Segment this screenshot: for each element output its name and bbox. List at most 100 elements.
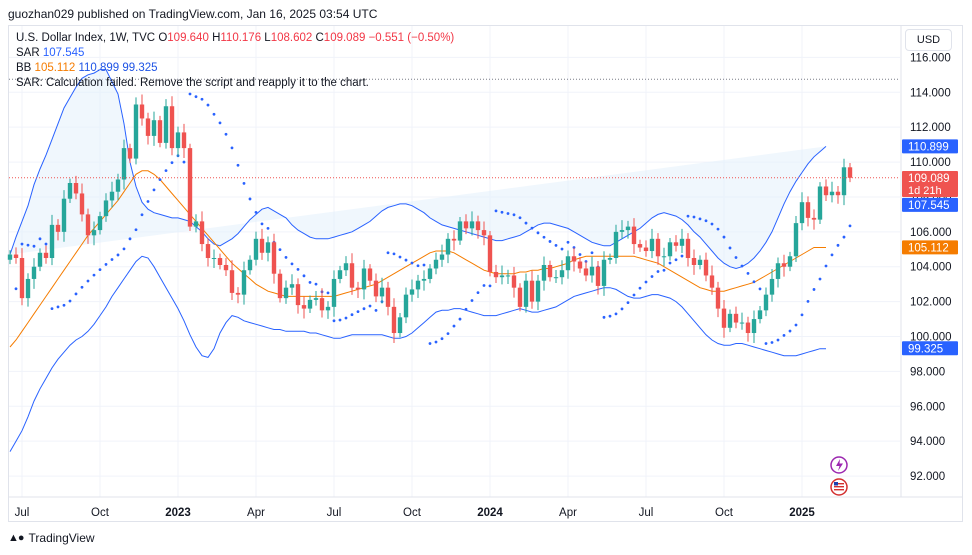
sar-dot: [104, 263, 108, 266]
sar-dot: [530, 226, 534, 230]
sar-dot: [146, 200, 150, 203]
candle-body: [451, 238, 457, 241]
lightning-icon: [836, 459, 843, 471]
candle-body: [439, 254, 445, 260]
sar-dot: [806, 299, 810, 303]
candle-body: [199, 221, 205, 245]
candle-body: [811, 217, 817, 220]
candle-body: [55, 224, 61, 232]
candle-body: [175, 132, 181, 149]
candle-body: [103, 200, 109, 217]
y-tick-label: 100.000: [910, 332, 952, 344]
grid-lines: [9, 26, 962, 498]
sar-dot: [164, 169, 168, 173]
candle-body: [847, 167, 853, 178]
sar-dot: [566, 240, 570, 244]
bb-row[interactable]: BB 105.112 110.899 99.325: [16, 61, 454, 76]
high-value: 110.176: [220, 32, 262, 44]
close-value: 109.089: [323, 32, 366, 44]
y-tick-label: 112.000: [910, 122, 951, 134]
candle-body: [427, 268, 433, 279]
sar-dot: [770, 341, 774, 344]
sar-dot: [284, 255, 288, 259]
sar-dot: [308, 280, 312, 284]
candle-body: [553, 277, 559, 279]
sar-dot: [194, 95, 198, 99]
candle-body: [763, 294, 769, 311]
candle-body: [265, 242, 271, 253]
candle-body: [535, 280, 541, 302]
candle-body: [571, 256, 577, 262]
candle-body: [817, 186, 823, 220]
last_close-countdown-text: 1d 21h: [908, 185, 942, 197]
candle-body: [769, 278, 775, 295]
sar-dot: [374, 308, 378, 312]
bb-basis-line: [9, 170, 826, 348]
sar-dot: [290, 262, 294, 266]
sar-dot: [254, 210, 258, 214]
sar-dot: [248, 197, 252, 201]
open-value: 109.640: [167, 32, 209, 44]
sar-dot: [482, 284, 486, 287]
candle-body: [445, 238, 451, 255]
sar-dot: [188, 92, 192, 96]
candle-body: [643, 247, 649, 252]
bb-basis-value: 105.112: [34, 62, 76, 74]
sar-dot: [14, 287, 18, 291]
candle-body: [841, 167, 847, 196]
sar-dot: [758, 287, 762, 291]
x-tick-label: 2023: [165, 507, 191, 519]
candle-body: [325, 306, 331, 311]
close-label: C: [315, 32, 324, 44]
candle-body: [469, 221, 475, 229]
candle-body: [775, 263, 781, 279]
symbol-name[interactable]: U.S. Dollar Index, 1W, TVC: [16, 32, 156, 44]
candle-body: [367, 268, 373, 281]
sar-dot: [62, 303, 66, 307]
candle-body: [463, 221, 469, 229]
time-axis: Jul Oct 2023 Apr Jul Oct 2024 Apr Jul Oct 2025: [15, 507, 816, 519]
candle-body: [517, 287, 523, 307]
last_close-price-tag: [902, 170, 958, 197]
candle-body: [145, 118, 151, 136]
sar-dot: [278, 248, 282, 252]
sar-dot: [836, 243, 840, 247]
sar-dot: [542, 235, 546, 239]
currency-selector[interactable]: USD: [905, 29, 952, 51]
candle-body: [253, 238, 259, 260]
candle-body: [115, 179, 121, 192]
candle-body: [109, 191, 115, 201]
candle-body: [589, 266, 595, 276]
candle-body: [727, 313, 733, 328]
candle-body: [529, 280, 535, 302]
candle-body: [559, 270, 565, 278]
sar-dot: [800, 313, 804, 317]
candle-body: [823, 186, 829, 196]
sar-dot: [524, 221, 528, 225]
price-axis: 116.000114.000112.000110.000108.000106.0…: [910, 52, 952, 483]
sar-row[interactable]: SAR 107.545: [16, 46, 454, 61]
sar-dot: [434, 340, 438, 344]
candle-body: [73, 183, 79, 194]
candle-body: [211, 258, 217, 260]
sar-dot: [356, 310, 360, 314]
sar-dot: [224, 132, 228, 136]
footer-brand[interactable]: ▲● TradingView: [8, 531, 95, 545]
candle-body: [361, 268, 367, 290]
candle-body: [703, 259, 709, 276]
x-tick-label: Apr: [559, 507, 577, 519]
sar-dot: [608, 314, 612, 318]
candle-body: [595, 266, 601, 286]
sar-dot: [446, 332, 450, 336]
chart-frame: [8, 25, 963, 522]
candle-body: [235, 292, 241, 295]
sar-dot: [410, 261, 414, 265]
sar-dot: [326, 291, 330, 295]
bb-lower-line: [9, 255, 826, 452]
sar-dot: [140, 213, 144, 217]
y-tick-label: 114.000: [910, 87, 951, 99]
candle-body: [601, 259, 607, 286]
sar-dot: [386, 251, 390, 255]
y-tick-label: 94.000: [910, 436, 945, 448]
